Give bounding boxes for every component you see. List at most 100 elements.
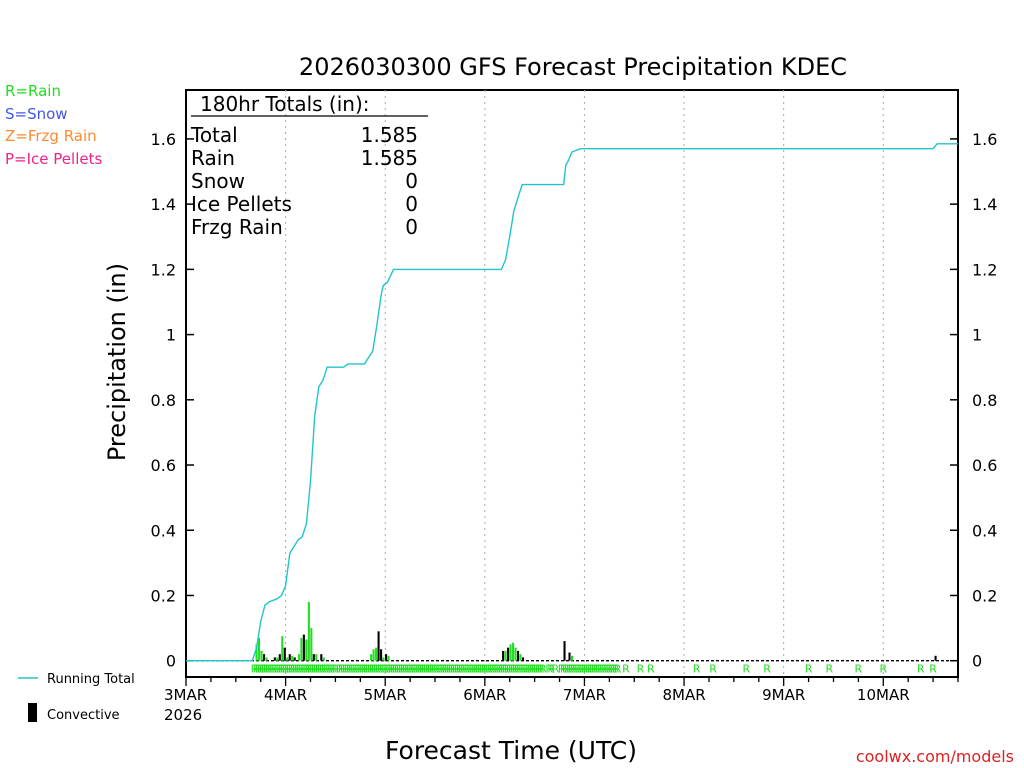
ptype-rain-marker: R (423, 663, 431, 676)
ptype-rain-marker: R (413, 663, 421, 676)
y-tick-label-left: 0 (166, 652, 176, 671)
ptype-rain-marker: R (527, 663, 535, 676)
rain-bar (570, 655, 574, 661)
ptype-rain-marker: R (392, 663, 400, 676)
y-tick-label-right: 1.6 (972, 130, 997, 149)
ptype-rain-marker: R (520, 663, 528, 676)
rain-bar (300, 637, 303, 661)
rain-bar (504, 650, 507, 661)
ptype-legend-ice-pellets: P=Ice Pellets (5, 150, 102, 168)
totals-value-ice-pellets: 0 (405, 192, 418, 216)
convective-bar (320, 654, 323, 661)
ptype-legend-frzg-rain: Z=Frzg Rain (5, 127, 97, 145)
ptype-rain-marker: R (523, 663, 531, 676)
x-axis-title: Forecast Time (UTC) (385, 736, 637, 765)
ptype-rain-marker: R (348, 663, 356, 676)
ptype-rain-marker: R (263, 663, 271, 676)
x-tick-label: 7MAR (563, 686, 606, 704)
rain-bar (315, 654, 318, 661)
ptype-rain-marker: R (504, 663, 512, 676)
ptype-rain-marker: R (469, 663, 477, 676)
y-tick-label-right: 0.2 (972, 586, 997, 605)
rain-bar (265, 657, 268, 661)
rain-bar (519, 654, 522, 661)
ptype-rain-marker: R (479, 663, 487, 676)
ptype-rain-marker: R (583, 663, 591, 676)
ptype-rain-marker: R (606, 663, 614, 676)
ptype-rain-marker: R (576, 663, 584, 676)
day-gridlines (285, 90, 884, 677)
ptype-rain-marker: R (425, 663, 433, 676)
ptype-rain-marker: R (516, 663, 524, 676)
ptype-rain-marker: R (359, 663, 367, 676)
ptype-rain-marker: R (448, 663, 456, 676)
ptype-rain-marker: R (545, 663, 553, 676)
ptype-rain-marker: R (562, 663, 570, 676)
chart-title: 2026030300 GFS Forecast Precipitation KD… (299, 53, 847, 81)
ptype-rain-marker: R (471, 663, 479, 676)
ptype-rain-marker: R (383, 663, 391, 676)
totals-label-snow: Snow (191, 169, 245, 193)
y-tick-label-right: 1.2 (972, 260, 997, 279)
ptype-rain-marker: R (579, 663, 587, 676)
totals-label-ice-pellets: Ice Pellets (191, 192, 292, 216)
ptype-rain-marker: R (502, 663, 510, 676)
rain-bar (305, 639, 308, 661)
ptype-rain-marker: R (267, 663, 275, 676)
ptype-rain-marker: R (601, 663, 609, 676)
ptype-rain-marker: R (693, 663, 701, 676)
ptype-rain-marker: R (566, 663, 574, 676)
ptype-rain-marker: R (371, 663, 379, 676)
convective-bar (380, 649, 383, 661)
rain-bar (286, 657, 289, 661)
ptype-rain-marker: R (375, 663, 383, 676)
ptype-rain-marker: R (742, 663, 750, 676)
ptype-rain-marker: R (290, 663, 298, 676)
ptype-rain-marker: R (315, 663, 323, 676)
y-tick-label-left: 1.2 (151, 260, 176, 279)
ptype-rain-marker: R (429, 663, 437, 676)
ptype-rain-marker: R (437, 663, 445, 676)
rain-bar (322, 657, 325, 661)
y-tick-label-left: 0.6 (151, 456, 176, 475)
ptype-rain-marker: R (529, 663, 537, 676)
ptype-rain-marker: R (514, 663, 522, 676)
ptype-rain-marker: R (597, 663, 605, 676)
ptype-rain-marker: R (433, 663, 441, 676)
ptype-rain-marker: R (265, 663, 273, 676)
ptype-rain-marker: R (917, 663, 925, 676)
ptype-rain-marker: R (855, 663, 863, 676)
rain-bar (291, 655, 294, 661)
ptype-rain-marker: R (288, 663, 296, 676)
ptype-rain-marker: R (637, 663, 645, 676)
ptype-rain-marker: R (398, 663, 406, 676)
rain-bar (260, 650, 263, 661)
totals-label-rain: Rain (191, 146, 235, 170)
rain-bar (387, 655, 390, 661)
ptype-rain-marker: R (336, 663, 344, 676)
ptype-rain-marker: R (570, 663, 578, 676)
ptype-rain-marker: R (296, 663, 304, 676)
rain-bar (509, 644, 512, 661)
ptype-rain-marker: R (259, 663, 267, 676)
ptype-rain-marker: R (255, 663, 263, 676)
ptype-rain-marker: R (458, 663, 466, 676)
ptype-rain-marker: R (342, 663, 350, 676)
ptype-rain-marker: R (603, 663, 611, 676)
ptype-rain-marker: R (305, 663, 313, 676)
ptype-rain-marker: R (356, 663, 364, 676)
ptype-rain-marker: R (276, 663, 284, 676)
convective-bar (293, 657, 296, 661)
ptype-rain-marker: R (269, 663, 277, 676)
x-tick-label: 5MAR (364, 686, 407, 704)
ptype-legend-rain: R=Rain (5, 82, 61, 100)
ptype-rain-marker: R (330, 663, 338, 676)
rain-bar (514, 647, 517, 661)
ptype-rain-marker: R (581, 663, 589, 676)
ptype-rain-marker: R (257, 663, 265, 676)
ptype-rain-marker: R (292, 663, 300, 676)
rain-bar (375, 647, 378, 661)
convective-bar (563, 641, 566, 661)
ptype-rain-marker: R (589, 663, 597, 676)
ptype-rain-marker: R (431, 663, 439, 676)
